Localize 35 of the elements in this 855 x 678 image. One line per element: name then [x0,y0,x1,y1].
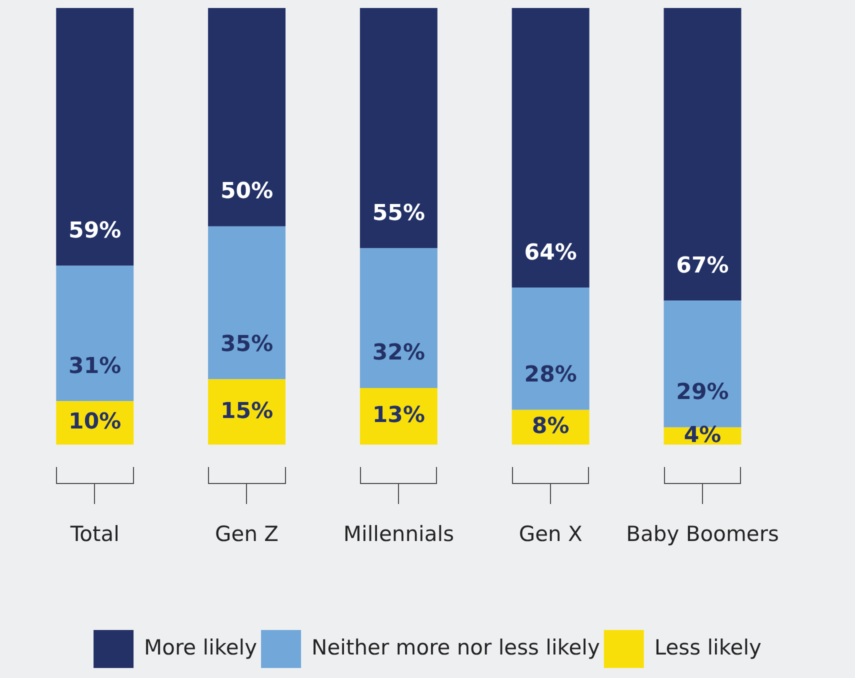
legend-label: Neither more nor less likely [312,635,600,660]
bar [360,388,438,445]
bar [208,8,286,226]
data-label: 59% [68,218,122,244]
data-label: 32% [372,340,426,366]
bar [208,226,286,380]
legend-label: Less likely [654,635,762,660]
data-label: 64% [524,240,577,266]
bar [512,8,590,288]
bar [664,300,742,428]
data-label: 29% [676,380,729,406]
bar [360,8,438,248]
data-label: 31% [68,354,122,379]
data-label: 15% [220,398,274,424]
bar [664,8,742,301]
data-label: 35% [220,332,274,357]
bar [56,266,134,402]
bar [360,248,438,388]
x-tick-label: Gen X [518,522,582,546]
data-label: 50% [220,179,274,204]
x-tick-label: Total [69,522,120,546]
data-label: 55% [372,200,426,226]
data-label: 67% [676,253,729,278]
data-label: 4% [684,422,722,448]
data-label: 10% [68,410,122,435]
data-label: 8% [532,414,570,440]
bar [512,288,590,410]
bar [208,379,286,445]
x-tick-label: Baby Boomers [626,522,779,546]
x-tick-label: Gen Z [214,522,279,546]
x-tick-label: Millennials [343,522,454,546]
data-label: 13% [372,403,426,428]
data-label: 28% [524,362,577,388]
legend-label: More likely [144,635,258,660]
bar [56,8,134,266]
